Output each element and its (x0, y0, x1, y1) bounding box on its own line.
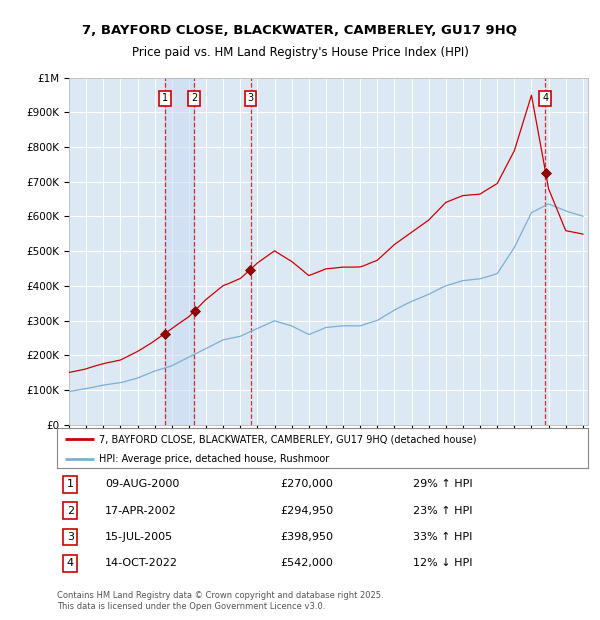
Text: This data is licensed under the Open Government Licence v3.0.: This data is licensed under the Open Gov… (57, 602, 325, 611)
Bar (165, 78, 194, 425)
Text: £398,950: £398,950 (280, 532, 333, 542)
Text: 17-APR-2002: 17-APR-2002 (105, 506, 176, 516)
Text: 4: 4 (67, 559, 74, 569)
Text: 14-OCT-2022: 14-OCT-2022 (105, 559, 178, 569)
Text: 12% ↓ HPI: 12% ↓ HPI (413, 559, 472, 569)
Text: 15-JUL-2005: 15-JUL-2005 (105, 532, 173, 542)
Text: Price paid vs. HM Land Registry's House Price Index (HPI): Price paid vs. HM Land Registry's House … (131, 46, 469, 58)
Text: 09-AUG-2000: 09-AUG-2000 (105, 479, 179, 489)
Text: 23% ↑ HPI: 23% ↑ HPI (413, 506, 472, 516)
Text: 7, BAYFORD CLOSE, BLACKWATER, CAMBERLEY, GU17 9HQ: 7, BAYFORD CLOSE, BLACKWATER, CAMBERLEY,… (83, 25, 517, 37)
Text: £294,950: £294,950 (280, 506, 333, 516)
Text: 7, BAYFORD CLOSE, BLACKWATER, CAMBERLEY, GU17 9HQ (detached house): 7, BAYFORD CLOSE, BLACKWATER, CAMBERLEY,… (100, 434, 477, 444)
Text: 2: 2 (191, 94, 197, 104)
Text: £270,000: £270,000 (280, 479, 333, 489)
Text: 1: 1 (67, 479, 74, 489)
Text: 29% ↑ HPI: 29% ↑ HPI (413, 479, 472, 489)
Text: 3: 3 (248, 94, 254, 104)
Text: 1: 1 (162, 94, 168, 104)
Text: HPI: Average price, detached house, Rushmoor: HPI: Average price, detached house, Rush… (100, 454, 330, 464)
Text: £542,000: £542,000 (280, 559, 333, 569)
Text: 3: 3 (67, 532, 74, 542)
Text: 2: 2 (67, 506, 74, 516)
Text: Contains HM Land Registry data © Crown copyright and database right 2025.: Contains HM Land Registry data © Crown c… (57, 591, 383, 600)
Text: 4: 4 (542, 94, 548, 104)
Text: 33% ↑ HPI: 33% ↑ HPI (413, 532, 472, 542)
